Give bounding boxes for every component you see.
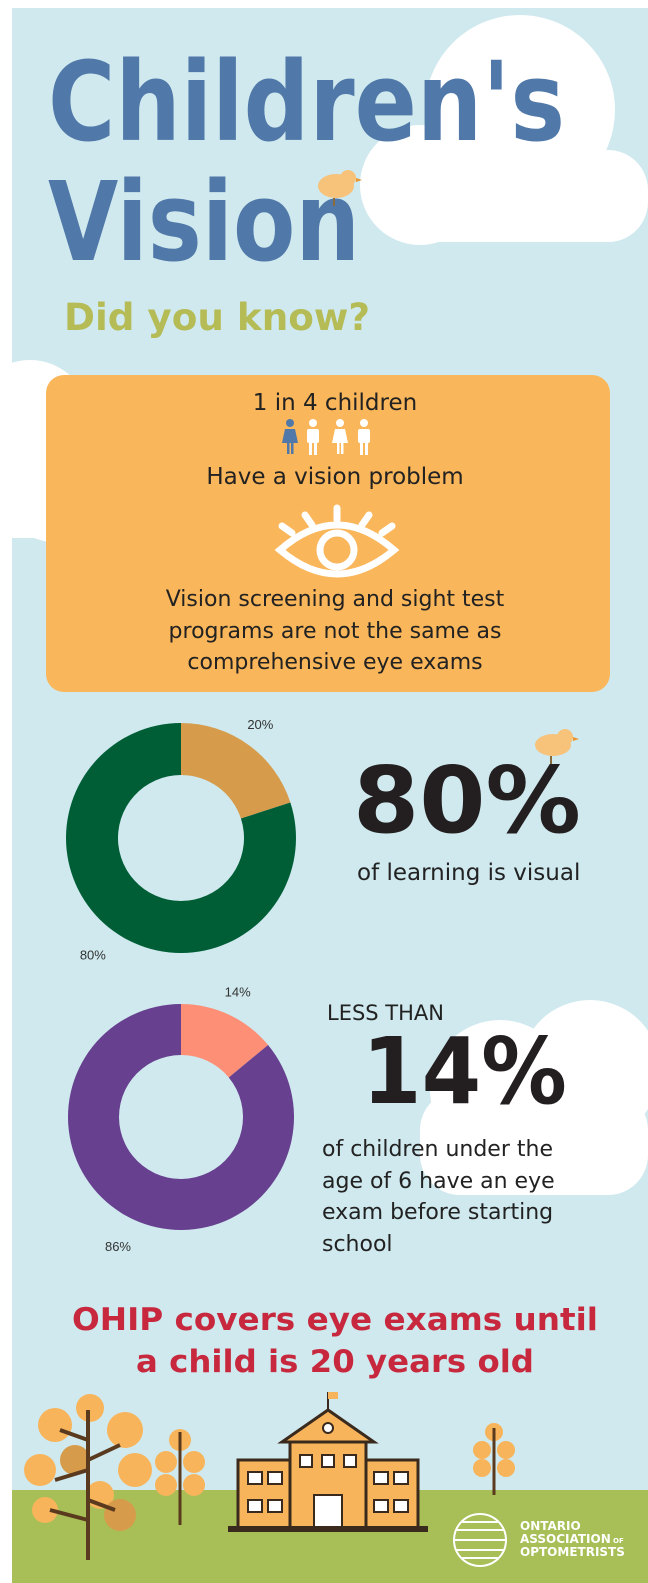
logo-text: ONTARIO — [520, 1519, 581, 1533]
people-icon — [282, 419, 370, 455]
tree — [155, 1429, 205, 1525]
tree — [473, 1423, 515, 1495]
stat-text: of children under the — [322, 1137, 553, 1162]
donut-slice — [181, 1004, 269, 1078]
fact-note: Vision screening and sight test — [166, 587, 505, 612]
logo-text: OF — [613, 1537, 624, 1545]
ohip-text: OHIP covers eye exams until — [72, 1302, 598, 1338]
logo-text: ASSOCIATION — [520, 1532, 611, 1546]
eye-icon — [274, 504, 400, 578]
stat-text: age of 6 have an eye — [322, 1169, 555, 1194]
fact-note: programs are not the same as — [169, 619, 502, 644]
title: Children's — [48, 38, 565, 166]
stat-big: 80% — [353, 747, 581, 854]
subtitle: Did you know? — [64, 296, 370, 339]
stat-big: 14% — [362, 1018, 567, 1125]
stat-text: school — [322, 1232, 393, 1257]
fact-text: Have a vision problem — [206, 464, 463, 490]
tree — [24, 1394, 152, 1560]
donut-slice — [67, 1003, 294, 1230]
donut-slice — [65, 723, 296, 954]
title: Vision — [48, 158, 360, 286]
ohip-text: a child is 20 years old — [136, 1344, 534, 1380]
stat-text: exam before starting — [322, 1200, 553, 1225]
slice-label: 14% — [225, 985, 251, 1000]
school — [228, 1392, 428, 1532]
bird — [318, 170, 362, 206]
logo-text: OPTOMETRISTS — [520, 1545, 625, 1559]
fact-text: 1 in 4 children — [253, 390, 417, 416]
stat-text: of learning is visual — [357, 860, 580, 886]
donut-slice — [181, 723, 291, 819]
slice-label: 80% — [80, 947, 106, 962]
charts: 20% 80% 14% 86% — [65, 717, 296, 1254]
slice-label: 20% — [247, 717, 273, 732]
bird — [535, 729, 579, 764]
slice-label: 86% — [105, 1239, 131, 1254]
stat-prefix: LESS THAN — [327, 1001, 444, 1025]
fact-note: comprehensive eye exams — [187, 650, 482, 675]
logo-mark — [453, 1513, 507, 1567]
